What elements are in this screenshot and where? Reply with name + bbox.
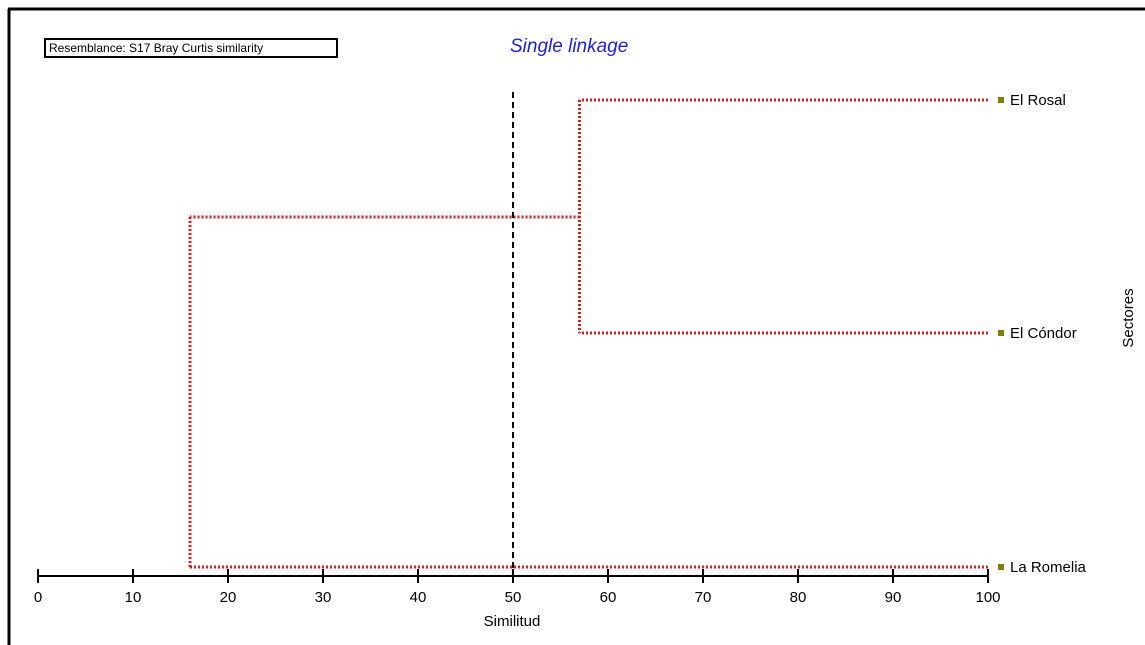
- x-tick-label: 100: [975, 589, 1000, 606]
- resemblance-legend: Resemblance: S17 Bray Curtis similarity: [44, 38, 338, 58]
- x-tick-label: 80: [790, 589, 807, 606]
- x-tick-label: 30: [315, 589, 332, 606]
- y-axis-label: Sectores: [1120, 288, 1137, 347]
- dendrogram-plot: El Rosal El Cóndor La Romelia: [188, 92, 1087, 576]
- x-tick-label: 60: [600, 589, 617, 606]
- x-tick-label: 20: [220, 589, 237, 606]
- x-tick-label: 40: [410, 589, 427, 606]
- x-axis-label: Similitud: [484, 613, 541, 630]
- chart-title: Single linkage: [510, 36, 629, 57]
- leaf-marker: [998, 97, 1004, 103]
- x-tick-label: 50: [505, 589, 522, 606]
- leaf-label: La Romelia: [1010, 559, 1087, 576]
- leaf-marker: [998, 564, 1004, 570]
- leaf-label: El Rosal: [1010, 92, 1066, 109]
- x-axis: 0 10 20 30 40 50 60 70 80 90 100: [34, 569, 1001, 606]
- x-tick-label: 10: [125, 589, 142, 606]
- x-tick-label: 90: [885, 589, 902, 606]
- leaf-marker: [998, 330, 1004, 336]
- leaf-label: El Cóndor: [1010, 325, 1077, 342]
- x-tick-label: 70: [695, 589, 712, 606]
- x-tick-label: 0: [34, 589, 42, 606]
